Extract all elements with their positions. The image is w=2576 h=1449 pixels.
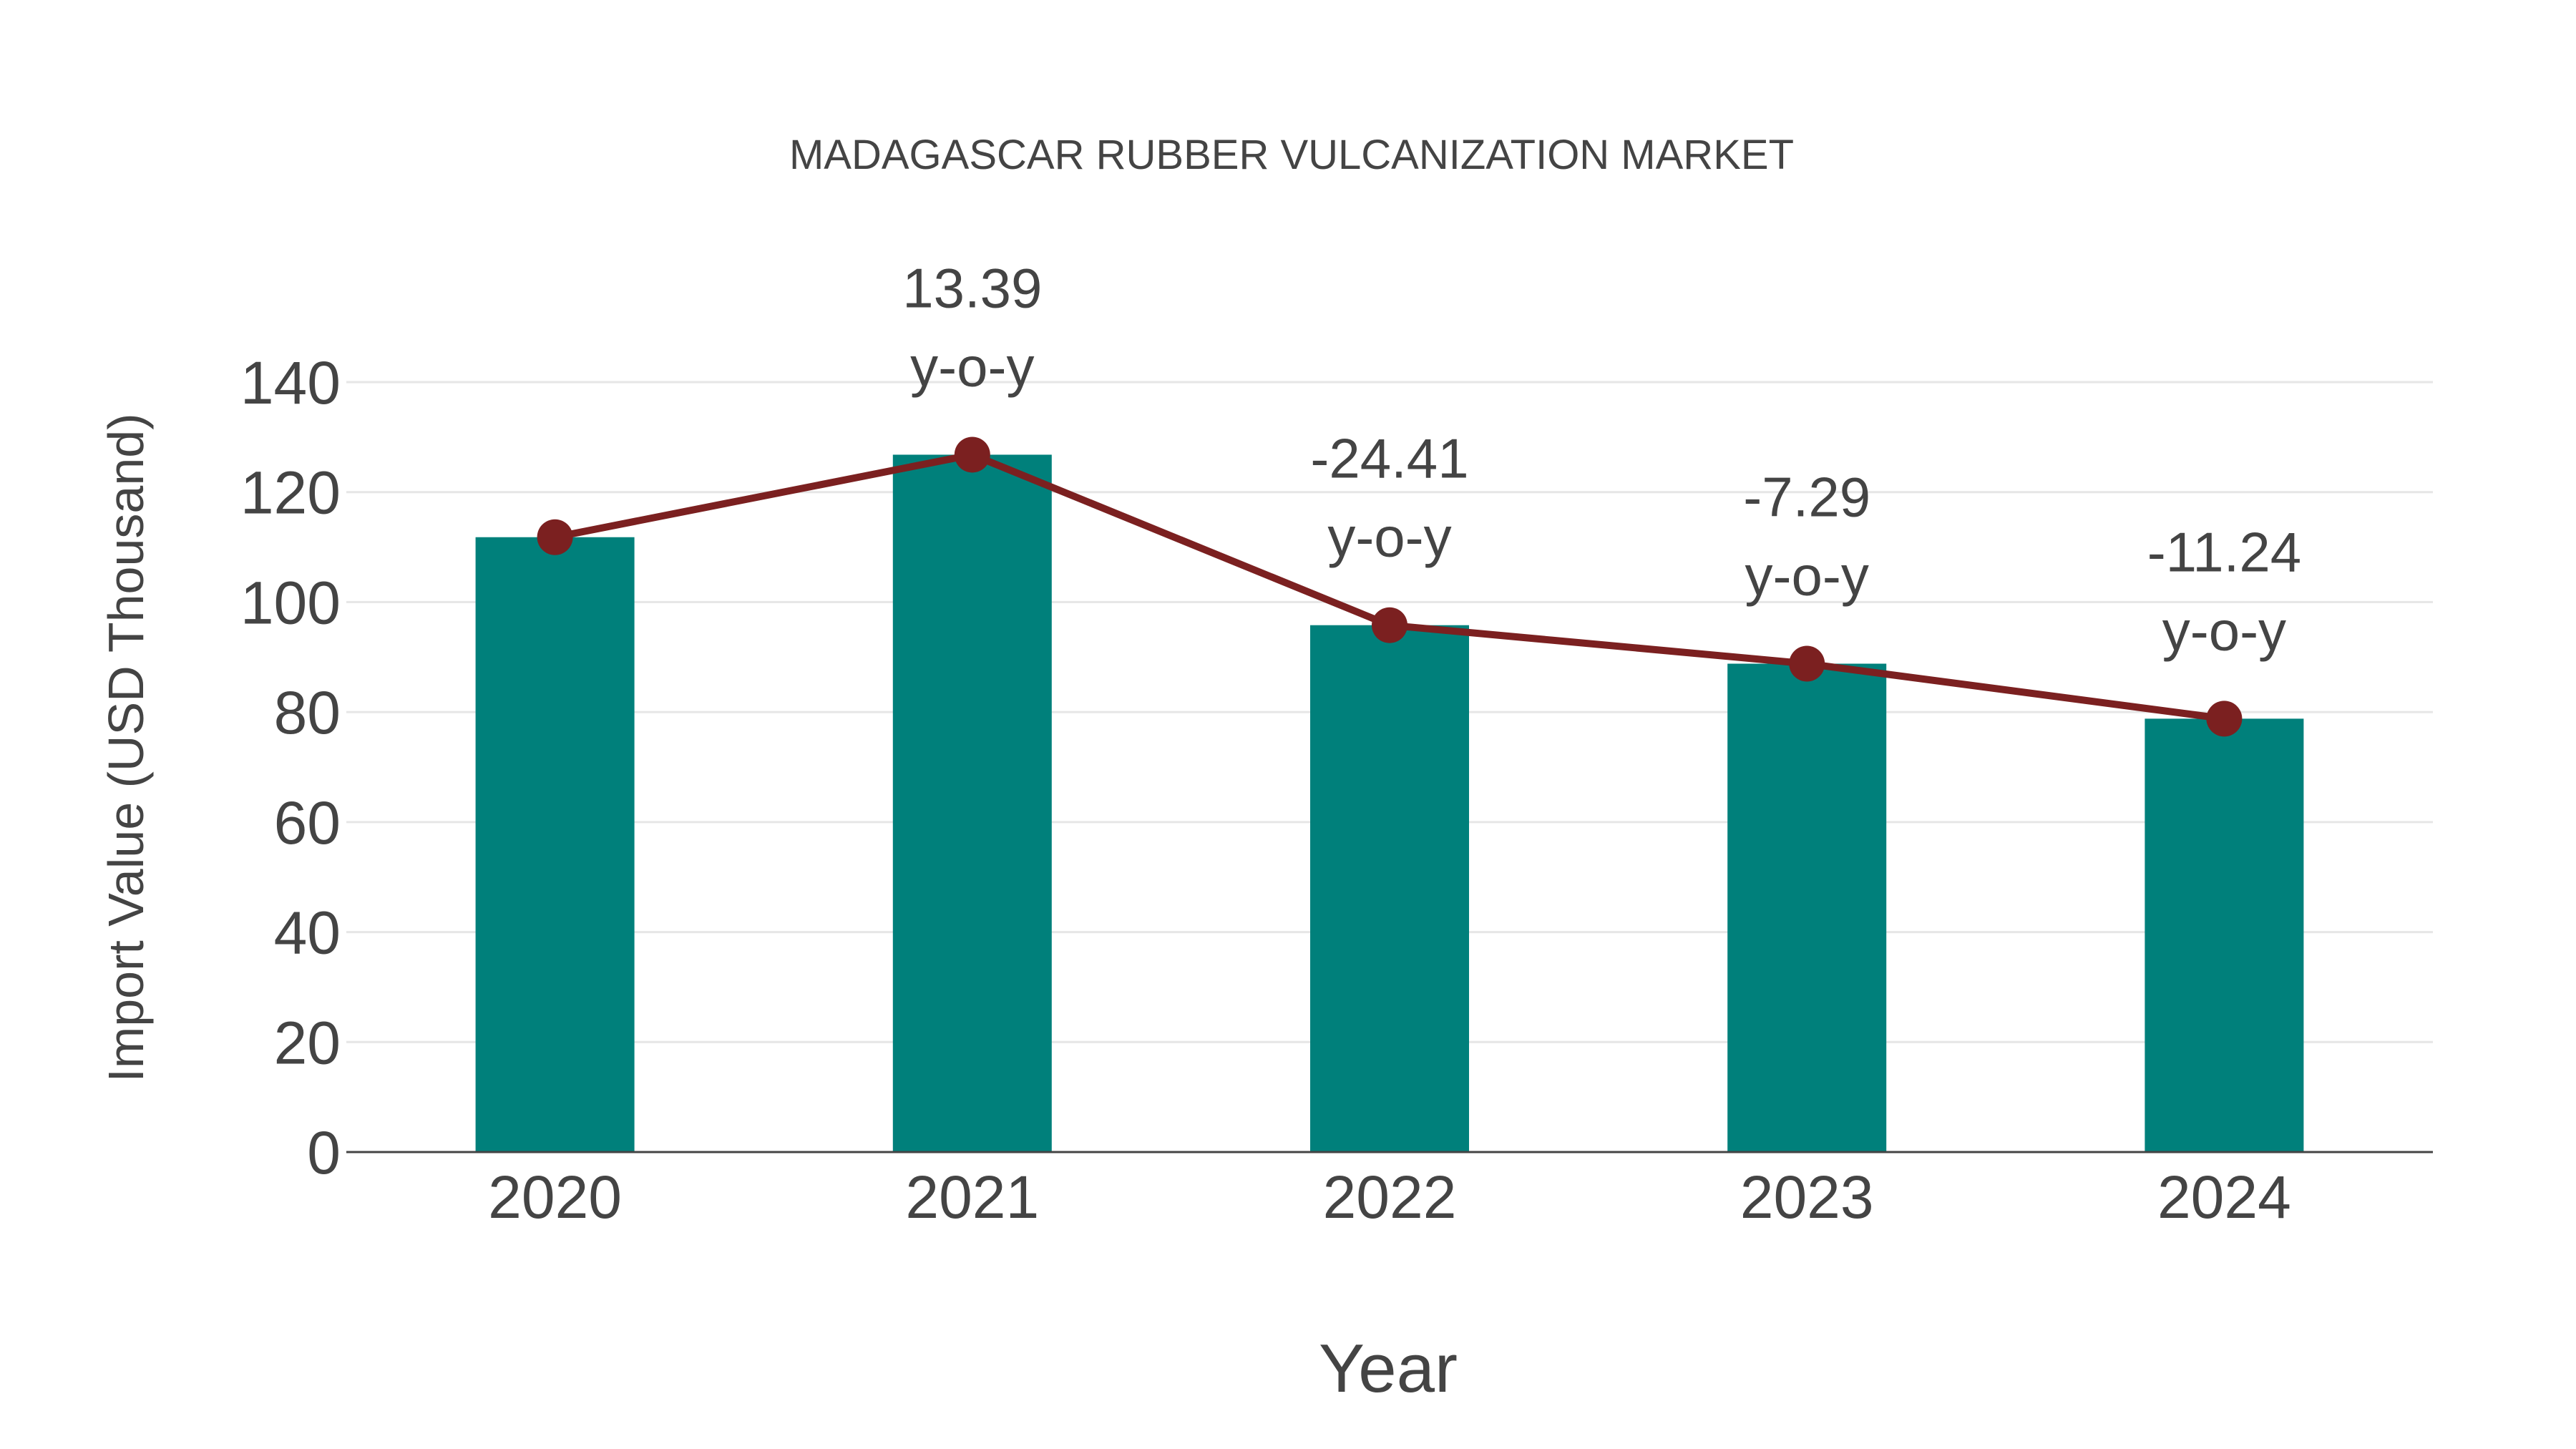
trend-marker <box>2206 701 2243 737</box>
bar-2024 <box>2145 718 2304 1152</box>
trend-marker <box>954 436 990 473</box>
yoy-value: -24.41 <box>1310 427 1468 490</box>
yoy-annotations: y-o-y 13.39 y-o-y -24.41 y-o-y -7.29 y-o-y -11.… <box>902 256 2301 662</box>
y-tick-label: 80 <box>274 679 341 746</box>
trend-markers <box>537 436 2243 737</box>
yoy-value: -7.29 <box>1743 466 1870 529</box>
bars <box>475 454 2304 1152</box>
y-tick-label: 40 <box>274 899 341 967</box>
y-axis-title: Import Value (USD Thousand) <box>98 413 154 1082</box>
x-tick-label: 2020 <box>488 1163 622 1231</box>
chart-title: MADAGASCAR RUBBER VULCANIZATION MARKET <box>789 132 1794 178</box>
bar-2020 <box>475 537 635 1152</box>
x-tick-label: 2022 <box>1323 1163 1457 1231</box>
bar-2021 <box>892 454 1052 1152</box>
trend-marker <box>1789 645 1825 682</box>
x-axis-title: Year <box>1319 1330 1458 1407</box>
bar-2023 <box>1727 663 1887 1152</box>
yoy-suffix: y-o-y <box>1745 545 1869 608</box>
y-tick-label: 0 <box>307 1119 341 1186</box>
x-tick-label: 2023 <box>1740 1163 1874 1231</box>
yoy-suffix: y-o-y <box>910 335 1034 398</box>
y-axis-ticks: 0 20 40 60 80 100 120 140 <box>240 349 341 1186</box>
yoy-value: 13.39 <box>902 256 1042 319</box>
x-tick-label: 2024 <box>2157 1163 2291 1231</box>
yoy-suffix: y-o-y <box>2162 599 2286 662</box>
y-tick-label: 60 <box>274 789 341 857</box>
y-tick-label: 20 <box>274 1009 341 1076</box>
bar-2022 <box>1310 625 1469 1152</box>
x-axis-ticks: 2020 2021 2022 2023 2024 <box>488 1163 2291 1231</box>
x-tick-label: 2021 <box>905 1163 1039 1231</box>
y-tick-label: 100 <box>240 569 341 636</box>
yoy-suffix: y-o-y <box>1327 506 1451 569</box>
y-tick-label: 120 <box>240 459 341 527</box>
y-tick-label: 140 <box>240 349 341 416</box>
trend-marker <box>537 519 573 555</box>
trend-marker <box>1372 607 1407 643</box>
yoy-value: -11.24 <box>2147 520 2301 583</box>
